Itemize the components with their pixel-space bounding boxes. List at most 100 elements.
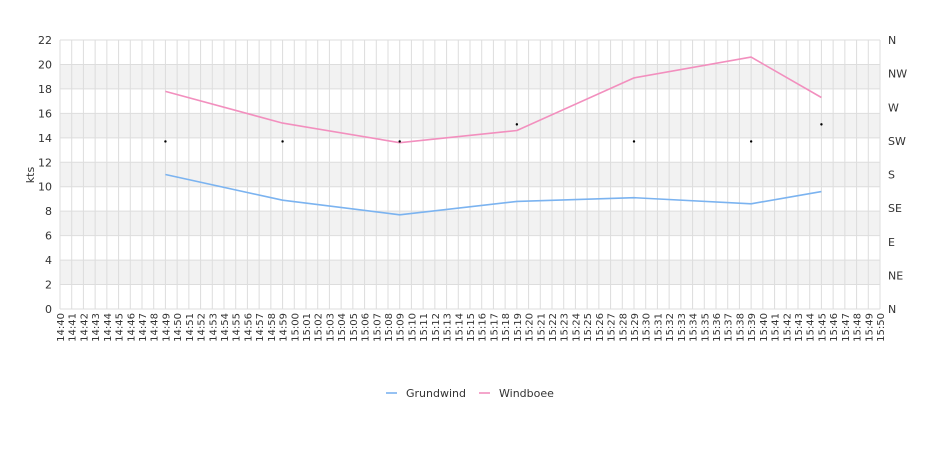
x-tick-label: 15:24	[571, 313, 582, 342]
x-tick-label: 15:21	[536, 313, 547, 342]
y-tick-label: 22	[38, 34, 52, 47]
x-tick-label: 14:41	[68, 313, 79, 342]
x-tick-label: 15:30	[642, 313, 653, 342]
x-tick-label: 14:53	[208, 313, 219, 342]
x-tick-label: 15:42	[782, 313, 793, 342]
x-tick-label: 15:43	[794, 313, 805, 342]
x-tick-label: 15:20	[525, 313, 536, 342]
y-right-tick-label: N	[888, 303, 896, 316]
x-tick-label: 14:47	[138, 313, 149, 342]
legend: Grundwind Windboee	[386, 387, 554, 400]
x-tick-label: 14:54	[220, 313, 231, 342]
y-axis-label: kts	[24, 167, 37, 184]
x-tick-label: 15:36	[712, 313, 723, 342]
y-right-tick-label: NE	[888, 269, 903, 282]
x-tick-label: 15:48	[853, 313, 864, 342]
x-tick-label: 14:57	[255, 313, 266, 342]
x-tick-label: 15:44	[806, 313, 817, 342]
legend-item-windboee: Windboee	[479, 387, 554, 400]
x-tick-label: 14:50	[173, 313, 184, 342]
y-tick-label: 10	[38, 181, 52, 194]
y-tick-label: 20	[38, 58, 52, 71]
x-axis: 14:40 14:41 14:42 14:43 14:44 14:45 14:46 14:47…	[56, 313, 887, 342]
x-tick-label: 15:00	[290, 313, 301, 342]
y-tick-label: 0	[45, 303, 52, 316]
y-right-tick-label: SE	[888, 202, 902, 215]
x-tick-label: 15:03	[325, 313, 336, 342]
x-tick-label: 15:33	[677, 313, 688, 342]
x-tick-label: 15:26	[595, 313, 606, 342]
x-tick-label: 15:40	[759, 313, 770, 342]
x-tick-label: 15:49	[864, 313, 875, 342]
y-tick-label: 4	[45, 254, 52, 267]
x-tick-label: 15:16	[478, 313, 489, 342]
x-tick-label: 14:51	[185, 313, 196, 342]
direction-marker	[632, 140, 636, 143]
direction-marker	[515, 123, 519, 126]
series-line-grundwind	[165, 173, 822, 216]
x-tick-label: 15:22	[548, 313, 559, 342]
grid-lines	[59, 39, 881, 310]
x-tick-label: 15:27	[607, 313, 618, 342]
x-tick-label: 15:01	[302, 313, 313, 342]
legend-label: Windboee	[499, 387, 554, 400]
x-tick-label: 14:59	[279, 313, 290, 342]
legend-item-grundwind: Grundwind	[386, 387, 466, 400]
x-tick-label: 15:02	[314, 313, 325, 342]
x-tick-label: 14:40	[56, 313, 67, 342]
x-tick-label: 15:07	[372, 313, 383, 342]
direction-markers	[164, 123, 823, 143]
x-tick-label: 14:43	[91, 313, 102, 342]
x-tick-label: 15:47	[841, 313, 852, 342]
x-tick-label: 15:05	[349, 313, 360, 342]
x-tick-label: 15:11	[419, 313, 430, 342]
direction-marker	[398, 140, 401, 143]
x-tick-label: 15:18	[501, 313, 512, 342]
direction-marker	[281, 140, 284, 143]
y-right-tick-label: W	[888, 101, 899, 114]
x-tick-label: 15:46	[829, 313, 840, 342]
y-right-tick-label: SW	[888, 135, 906, 148]
x-tick-label: 15:34	[689, 313, 700, 342]
direction-marker	[820, 123, 823, 126]
x-tick-label: 15:39	[747, 313, 758, 342]
series-line-windboee	[165, 56, 822, 144]
y-axis-right: N NE E SE S SW W NW N	[888, 34, 907, 316]
y-tick-label: 12	[38, 156, 52, 169]
x-tick-label: 15:09	[396, 313, 407, 342]
x-tick-label: 15:50	[876, 313, 887, 342]
x-tick-label: 15:06	[361, 313, 372, 342]
y-tick-label: 16	[38, 107, 52, 120]
legend-label: Grundwind	[406, 387, 466, 400]
x-tick-label: 15:25	[583, 313, 594, 342]
x-tick-label: 14:46	[126, 313, 137, 342]
x-tick-label: 14:45	[115, 313, 126, 342]
x-tick-label: 15:10	[407, 313, 418, 342]
x-tick-label: 15:14	[454, 313, 465, 342]
x-tick-label: 14:42	[79, 313, 90, 342]
x-tick-label: 15:41	[771, 313, 782, 342]
x-tick-label: 15:12	[431, 313, 442, 342]
y-tick-label: 8	[45, 205, 52, 218]
x-tick-label: 15:04	[337, 313, 348, 342]
y-tick-label: 2	[45, 279, 52, 292]
x-tick-label: 15:28	[618, 313, 629, 342]
y-tick-label: 14	[38, 132, 52, 145]
y-tick-label: 18	[38, 83, 52, 96]
x-tick-label: 14:56	[243, 313, 254, 342]
y-right-tick-label: NW	[888, 68, 907, 81]
y-right-tick-label: E	[888, 236, 895, 249]
y-right-tick-label: N	[888, 34, 896, 47]
x-tick-label: 15:32	[665, 313, 676, 342]
x-tick-label: 14:44	[103, 313, 114, 342]
x-tick-label: 14:55	[232, 313, 243, 342]
x-tick-label: 15:37	[724, 313, 735, 342]
x-tick-label: 15:17	[489, 313, 500, 342]
x-tick-label: 15:29	[630, 313, 641, 342]
x-tick-label: 15:31	[653, 313, 664, 342]
direction-marker	[164, 140, 167, 143]
x-tick-label: 14:49	[161, 313, 172, 342]
x-tick-label: 14:52	[197, 313, 208, 342]
